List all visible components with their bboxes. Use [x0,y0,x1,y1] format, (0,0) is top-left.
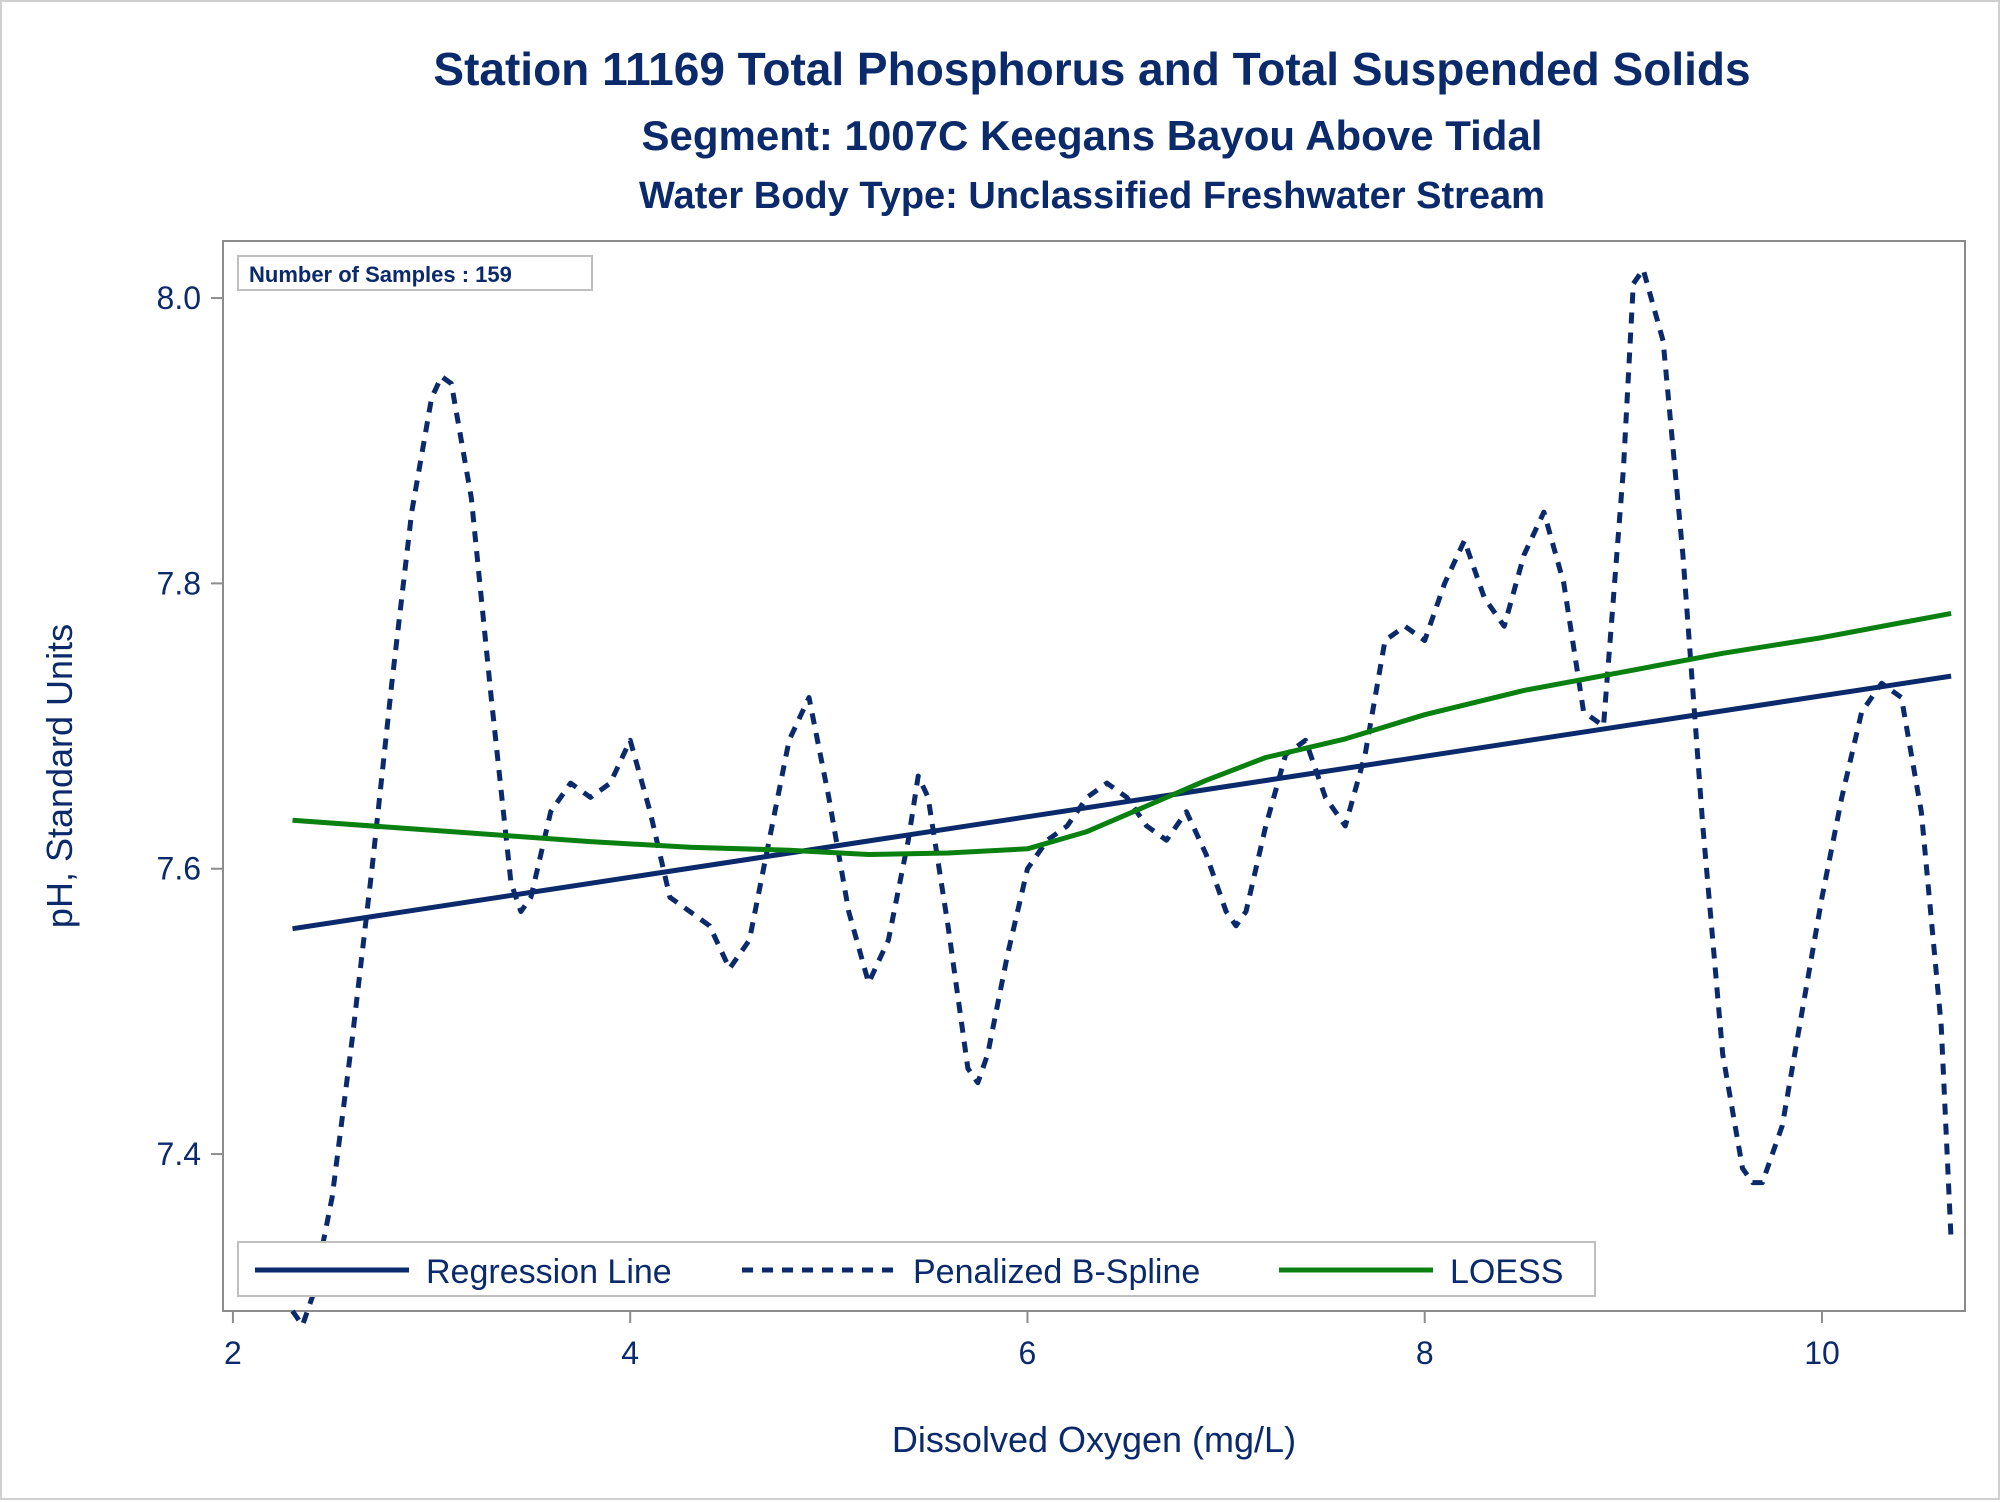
chart-subtitle-2: Water Body Type: Unclassified Freshwater… [639,175,1545,217]
chart-subtitle: Segment: 1007C Keegans Bayou Above Tidal [642,112,1543,159]
series-lines [290,267,1954,1328]
regression-line [292,673,1952,932]
y-tick-label: 7.8 [157,565,201,601]
samples-inset-box [237,255,593,291]
x-tick-label: 2 [224,1335,242,1371]
legend-label-loess: LOESS [1450,1253,1563,1291]
loess-line [292,610,1952,857]
y-axis-label: pH, Standard Units [39,624,80,928]
samples-inset-text: Number of Samples : 159 [249,262,512,287]
axes: 2 4 6 8 10 7.4 7.6 7.8 8.0 [157,280,1840,1371]
plot-area [222,240,1966,1312]
x-tick-label: 8 [1416,1335,1434,1371]
legend: Regression Line Penalized B-Spline LOESS [237,1241,1596,1297]
x-tick-label: 4 [621,1335,639,1371]
y-tick-label: 7.6 [157,851,201,887]
legend-label-bspline: Penalized B-Spline [913,1253,1200,1291]
x-tick-label: 10 [1804,1335,1840,1371]
y-tick-label: 7.4 [157,1136,201,1172]
samples-inset: Number of Samples : 159 [237,255,593,291]
chart-title: Station 11169 Total Phosphorus and Total… [433,43,1750,95]
legend-label-regression: Regression Line [426,1253,672,1291]
penalized-bspline-line [290,267,1954,1328]
x-tick-label: 6 [1019,1335,1037,1371]
y-tick-label: 8.0 [157,280,201,316]
x-axis-label: Dissolved Oxygen (mg/L) [892,1419,1296,1460]
